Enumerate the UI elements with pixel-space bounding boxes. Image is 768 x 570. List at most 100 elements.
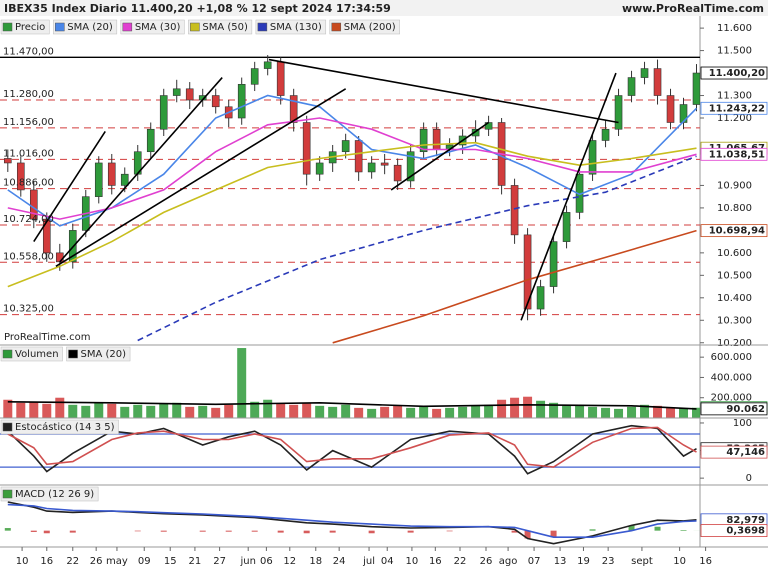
x-tick-label: 13 <box>554 556 567 567</box>
candle-body <box>107 162 116 186</box>
y-tick-label: 10.200 <box>717 338 752 349</box>
bar <box>523 396 533 418</box>
bar <box>653 405 663 418</box>
candle-body <box>341 140 350 153</box>
y-tick-label: 400.000 <box>711 372 752 383</box>
candle-body <box>393 164 402 182</box>
level-label: 11.016,00 <box>3 148 54 159</box>
candle-body <box>536 286 545 310</box>
candle-body <box>601 128 610 141</box>
legend-swatch <box>68 349 78 359</box>
legend-bg <box>0 346 63 362</box>
bar <box>588 406 598 418</box>
level-label: 11.470,00 <box>3 46 54 57</box>
x-tick-label: 23 <box>602 556 615 567</box>
bar <box>4 528 11 531</box>
x-tick-label: 06 <box>260 556 273 567</box>
y-tick-label: 10.400 <box>717 293 752 304</box>
bar <box>680 530 687 531</box>
x-tick-label: jul <box>362 556 375 567</box>
bar <box>329 530 336 533</box>
x-tick-label: ago <box>499 556 518 567</box>
candle-body <box>211 95 220 108</box>
candle-body <box>432 128 441 150</box>
x-tick-label: 10 <box>16 556 29 567</box>
bar <box>198 405 208 418</box>
candle-body <box>94 162 103 197</box>
series-line <box>7 426 697 468</box>
y-tick-label: 11.300 <box>717 91 752 102</box>
x-tick-label: 16 <box>40 556 53 567</box>
y-tick-label: 10.800 <box>717 203 752 214</box>
bar <box>628 525 635 531</box>
bar <box>172 402 182 418</box>
y-tick-label: 10.600 <box>717 248 752 259</box>
y-tick-label: 10.300 <box>717 315 752 326</box>
candle-body <box>263 61 272 69</box>
series-line <box>7 401 697 410</box>
trendline <box>59 77 223 263</box>
y-tick-label: 600.000 <box>711 352 752 363</box>
value-tag <box>700 402 768 416</box>
bar <box>289 404 299 418</box>
candle-body <box>510 185 519 236</box>
bar <box>654 526 661 531</box>
series-line <box>7 503 697 538</box>
bar <box>666 407 676 418</box>
y-tick-label: 10.900 <box>717 180 752 191</box>
legend-swatch <box>2 422 13 432</box>
candle-body <box>666 95 675 123</box>
legend-label: SMA (200) <box>344 22 396 33</box>
bar <box>627 406 637 418</box>
series-line <box>137 155 697 342</box>
y-tick-label: 10.500 <box>717 270 752 281</box>
bar <box>185 406 195 418</box>
value-tag-label: 11.038,51 <box>709 149 765 160</box>
candle-body <box>172 88 181 96</box>
value-tag-label: 0,3698 <box>726 526 765 537</box>
candle-body <box>406 151 415 182</box>
legend-label: SMA (20) <box>81 349 127 360</box>
bar <box>276 403 286 418</box>
x-tick-label: 12 <box>283 556 296 567</box>
x-tick-label: 09 <box>138 556 151 567</box>
bar <box>159 403 169 418</box>
level-label: 11.280,00 <box>3 89 54 100</box>
bar <box>562 404 572 418</box>
candle-body <box>380 162 389 166</box>
x-tick-label: 22 <box>454 556 467 567</box>
candle-body <box>146 128 155 153</box>
watermark: ProRealTime.com <box>4 332 90 343</box>
bar <box>42 403 52 418</box>
bar <box>263 399 273 418</box>
bar <box>224 404 234 418</box>
header-title: IBEX35 Index Diario 11.400,20 +1,08 % 12… <box>4 2 391 15</box>
bar <box>679 408 689 418</box>
value-tag-label: 90.062 <box>726 404 765 415</box>
value-tag <box>700 524 768 538</box>
value-tag-label: 10.698,94 <box>709 226 765 237</box>
candle-body <box>692 72 700 105</box>
legend-swatch <box>2 22 13 32</box>
legend-label: Estocástico (14 3 5) <box>15 421 115 433</box>
candle-body <box>315 162 324 175</box>
series-line <box>7 141 697 288</box>
plot-area <box>0 55 700 545</box>
bar <box>471 405 481 418</box>
bar <box>484 404 494 418</box>
bar <box>497 399 507 418</box>
legend-label: SMA (130) <box>270 22 322 33</box>
candle-body <box>276 61 285 96</box>
bar <box>367 408 377 418</box>
x-tick-label: 16 <box>429 556 442 567</box>
candle-body <box>55 252 64 263</box>
legend-swatch <box>257 22 268 32</box>
bar <box>133 404 143 418</box>
bar <box>406 407 416 418</box>
x-tick-label: 18 <box>309 556 322 567</box>
legend-label: Volumen <box>15 349 59 360</box>
bar <box>81 405 91 418</box>
x-tick-label: 22 <box>66 556 79 567</box>
bar <box>575 405 585 418</box>
